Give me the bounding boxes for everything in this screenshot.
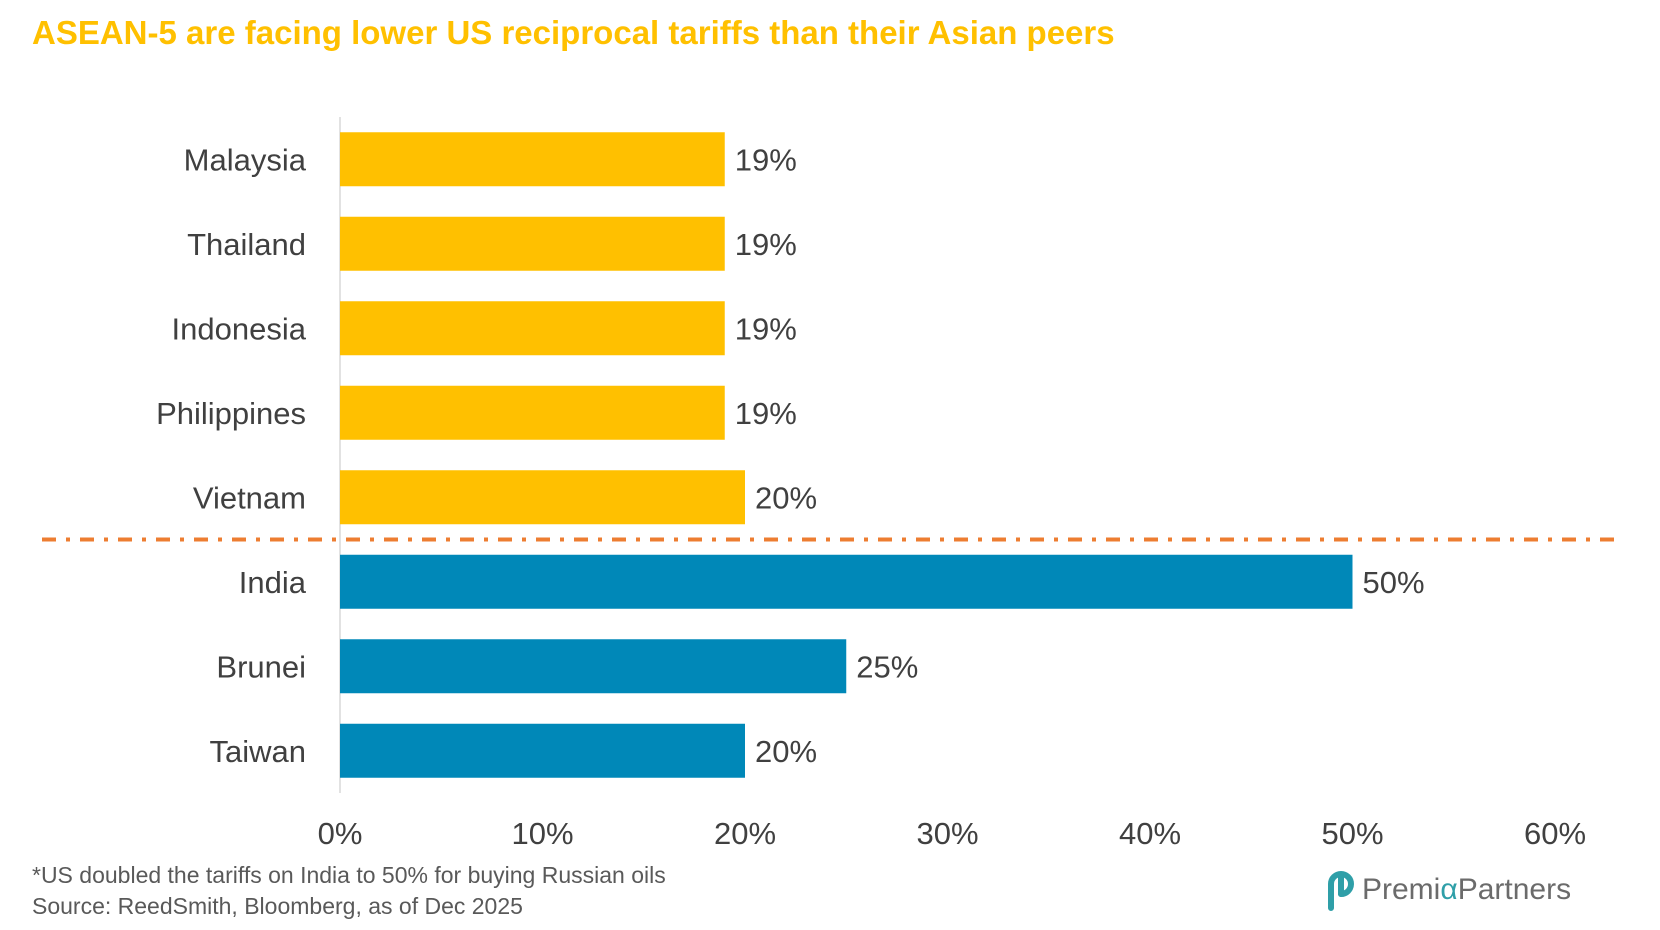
premia-partners-logo: PremiαPartners [1316,868,1571,912]
x-tick-label: 40% [1119,816,1181,851]
data-label-thailand: 19% [735,227,797,262]
footnote-note: *US doubled the tariffs on India to 50% … [32,862,666,888]
bar-taiwan [340,723,745,778]
data-label-indonesia: 19% [735,311,797,346]
x-tick-label: 10% [511,816,573,851]
bar-vietnam [340,470,745,525]
bar-chart: Malaysia 19% Thailand 19% Indonesia 19% Philip… [42,117,1618,851]
bar-malaysia [340,132,725,187]
x-tick-label: 30% [916,816,978,851]
category-label-vietnam: Vietnam [193,480,306,515]
category-label-india: India [239,565,307,600]
bar-indonesia [340,301,725,356]
x-tick-label: 50% [1321,816,1383,851]
bar-brunei [340,639,847,694]
category-label-thailand: Thailand [187,227,306,262]
chart-title: ASEAN-5 are facing lower US reciprocal t… [32,14,1115,51]
data-label-philippines: 19% [735,396,797,431]
data-label-india: 50% [1363,565,1425,600]
logo-icon [1328,871,1354,911]
category-label-taiwan: Taiwan [210,734,307,769]
logo-text-main: Premi [1362,873,1441,906]
data-label-brunei: 25% [856,649,918,684]
data-label-taiwan: 20% [755,734,817,769]
x-tick-label: 0% [318,816,363,851]
category-label-philippines: Philippines [156,396,306,431]
logo-text: PremiαPartners [1362,873,1571,907]
bar-philippines [340,385,725,440]
x-tick-label: 60% [1524,816,1586,851]
category-label-brunei: Brunei [216,649,306,684]
data-label-malaysia: 19% [735,142,797,177]
category-label-indonesia: Indonesia [172,311,307,346]
data-label-vietnam: 20% [755,480,817,515]
category-label-malaysia: Malaysia [184,142,307,177]
bar-india [340,554,1353,609]
bar-thailand [340,216,725,271]
x-tick-label: 20% [714,816,776,851]
footnote-source: Source: ReedSmith, Bloomberg, as of Dec … [32,893,523,919]
logo-text-accent: α [1440,873,1458,906]
logo-text-suffix: Partners [1457,873,1572,906]
